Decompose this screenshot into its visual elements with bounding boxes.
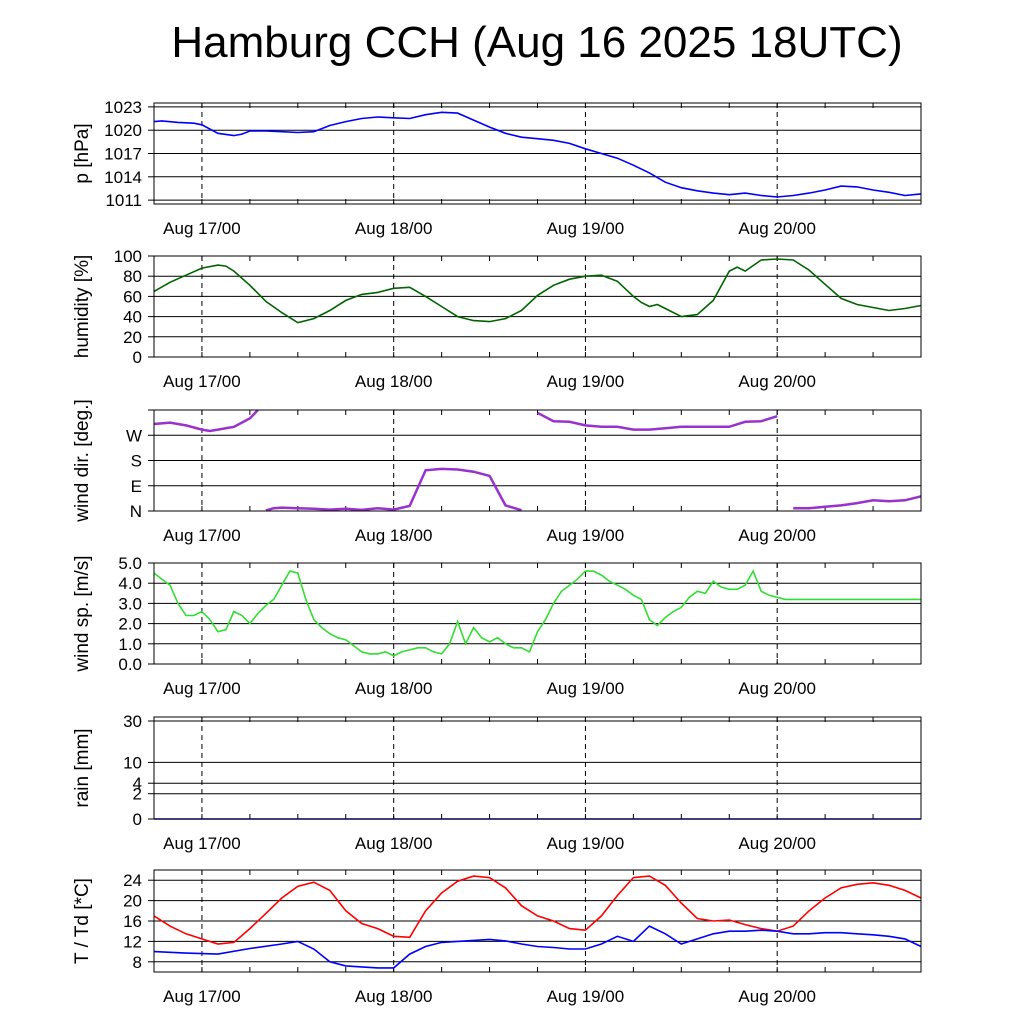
y-axis-label: wind dir. [deg.] — [72, 399, 93, 523]
y-tick-label: 24 — [123, 871, 142, 890]
series-line — [793, 495, 921, 510]
x-tick-label: Aug 18/00 — [355, 834, 433, 853]
y-axis-label: wind sp. [m/s] — [72, 555, 93, 672]
y-tick-label: 60 — [123, 287, 142, 306]
series-line — [265, 467, 522, 511]
y-tick-label: 3.0 — [118, 594, 142, 613]
series-line — [153, 111, 922, 198]
x-tick-label: Aug 17/00 — [163, 987, 241, 1006]
series-line — [153, 258, 922, 324]
x-tick-label: Aug 17/00 — [163, 834, 241, 853]
x-tick-label: Aug 18/00 — [355, 526, 433, 545]
y-tick-label: 30 — [123, 712, 142, 731]
y-tick-label: 1020 — [104, 121, 142, 140]
y-axis-label: T / Td [*C] — [72, 878, 93, 964]
x-tick-label: Aug 19/00 — [547, 987, 625, 1006]
series-line — [153, 925, 922, 969]
y-tick-label: 0 — [133, 348, 142, 367]
x-tick-label: Aug 17/00 — [163, 679, 241, 698]
x-tick-label: Aug 19/00 — [547, 679, 625, 698]
plot-frame — [153, 255, 922, 358]
plot-frame — [153, 562, 922, 665]
y-tick-label: 20 — [123, 892, 142, 911]
x-tick-label: Aug 20/00 — [738, 219, 816, 238]
plot-frame — [153, 102, 922, 205]
x-tick-label: Aug 19/00 — [547, 219, 625, 238]
y-tick-label: 2.0 — [118, 615, 142, 634]
y-tick-label: W — [126, 426, 142, 445]
y-tick-label: 20 — [123, 328, 142, 347]
x-tick-label: Aug 19/00 — [547, 834, 625, 853]
y-tick-label: 4.0 — [118, 574, 142, 593]
x-tick-label: Aug 17/00 — [163, 219, 241, 238]
panel-wind_speed: 0.01.02.0 3.04.05.0 Aug 17/00 Aug 18/00 Aug … — [72, 554, 922, 698]
y-tick-label: 1011 — [105, 191, 142, 210]
y-tick-label: 10 — [123, 753, 142, 772]
y-tick-label: 16 — [123, 912, 142, 931]
x-tick-label: Aug 17/00 — [163, 526, 241, 545]
y-tick-label: 8 — [133, 953, 142, 972]
y-tick-label: 0.0 — [118, 655, 142, 674]
chart-title: Hamburg CCH (Aug 16 2025 18UTC) — [171, 18, 903, 67]
x-tick-label: Aug 18/00 — [355, 219, 433, 238]
plot-frame — [153, 409, 922, 512]
y-axis-label: p [hPa] — [72, 123, 93, 183]
plot-frame — [153, 716, 922, 820]
x-tick-label: Aug 19/00 — [547, 372, 625, 391]
y-tick-label: 5.0 — [118, 554, 142, 573]
x-tick-label: Aug 19/00 — [547, 526, 625, 545]
y-tick-label: 1014 — [104, 168, 142, 187]
x-tick-label: Aug 20/00 — [738, 987, 816, 1006]
plot-frame — [153, 869, 922, 973]
x-tick-label: Aug 18/00 — [355, 987, 433, 1006]
y-tick-label: N — [130, 502, 142, 521]
panel-pressure: 1011 1014 1017 1020 1023 Aug 17/00 Aug 18/00 Au… — [72, 98, 922, 238]
y-tick-label: 1017 — [104, 145, 142, 164]
y-axis-label: humidity [%] — [72, 255, 93, 358]
series-line — [153, 875, 922, 945]
y-tick-label: 12 — [123, 932, 142, 951]
x-tick-label: Aug 20/00 — [738, 834, 816, 853]
x-tick-label: Aug 17/00 — [163, 372, 241, 391]
y-tick-label: 1.0 — [118, 635, 142, 654]
y-tick-label: 0 — [133, 810, 142, 829]
y-tick-label: E — [131, 477, 142, 496]
y-tick-label: 1023 — [104, 98, 142, 117]
x-tick-label: Aug 18/00 — [355, 372, 433, 391]
x-tick-label: Aug 20/00 — [738, 679, 816, 698]
series-line — [154, 410, 259, 433]
series-line — [153, 569, 921, 657]
y-tick-label: 80 — [123, 267, 142, 286]
x-tick-label: Aug 20/00 — [738, 372, 816, 391]
y-tick-label: 100 — [114, 247, 142, 266]
y-tick-label: 40 — [123, 308, 142, 327]
y-tick-label: 2 — [133, 785, 142, 804]
x-tick-label: Aug 18/00 — [355, 679, 433, 698]
y-axis-label: rain [mm] — [72, 728, 93, 807]
series-line — [536, 411, 778, 431]
panel-rain: 0 24 10 30 Aug 17/00 Aug 18/00 Aug 19/00 Aug 20… — [72, 712, 922, 853]
y-tick-label: 4 — [133, 774, 142, 793]
y-tick-label: S — [131, 452, 142, 471]
x-tick-label: Aug 20/00 — [738, 526, 816, 545]
